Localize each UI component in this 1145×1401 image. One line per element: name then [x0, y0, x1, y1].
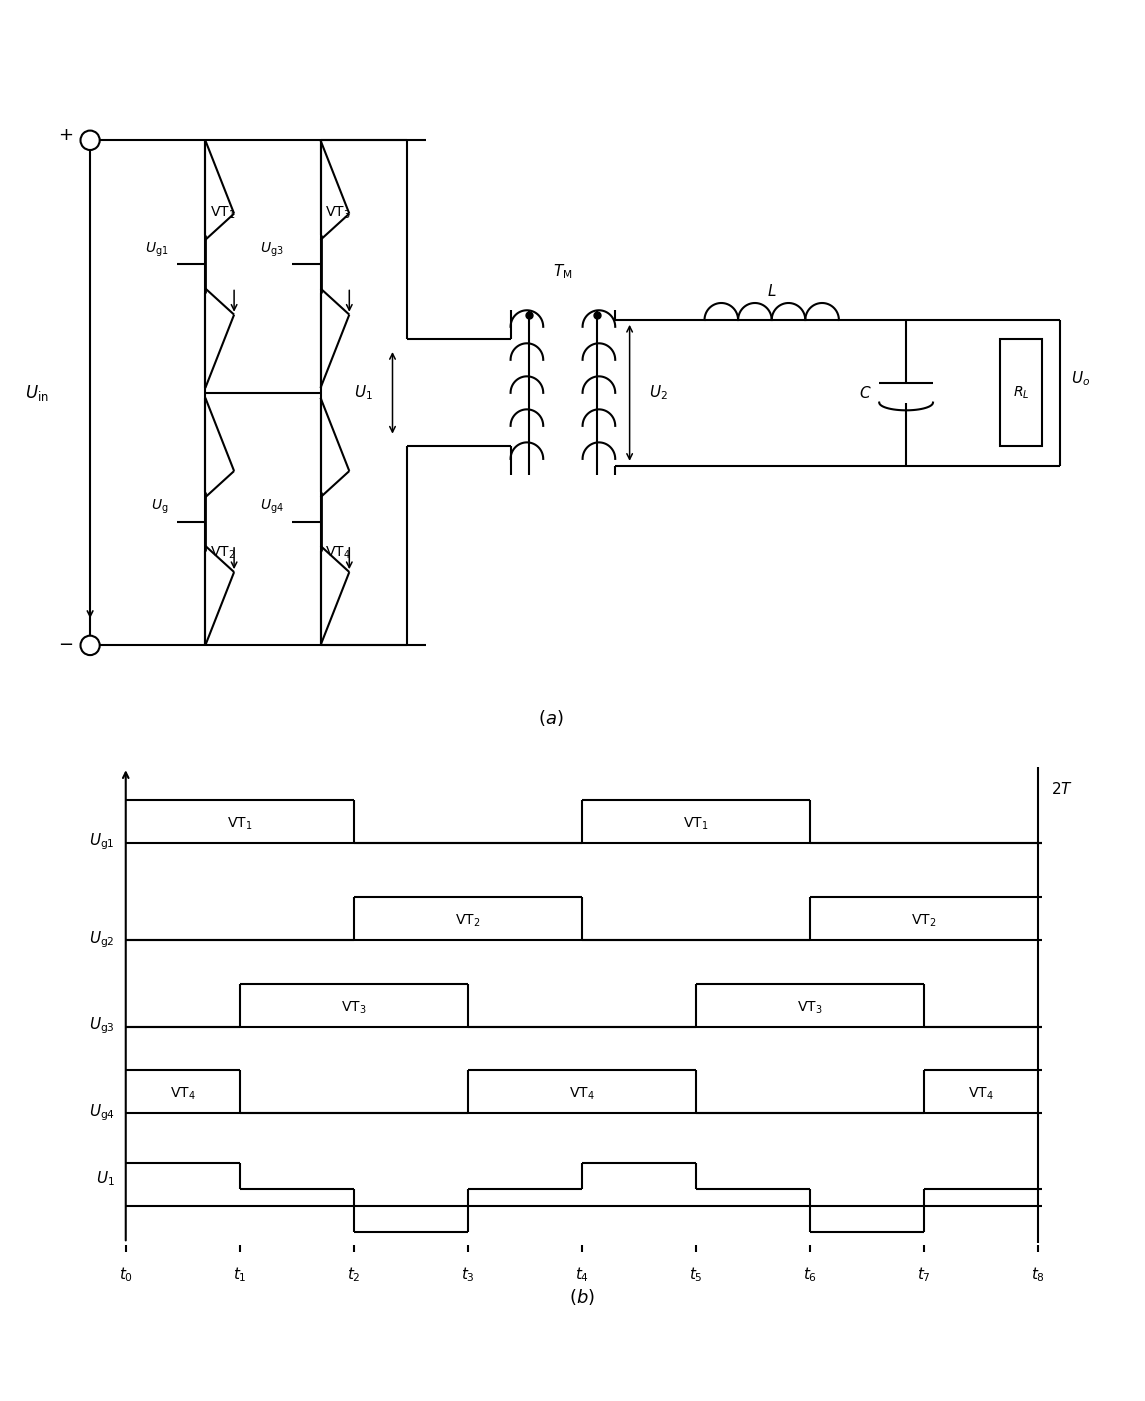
Text: $\mathrm{VT_4}$: $\mathrm{VT_4}$ — [169, 1086, 196, 1103]
Text: $L$: $L$ — [767, 283, 776, 298]
Text: $U_{\rm g1}$: $U_{\rm g1}$ — [145, 241, 168, 259]
Text: $U_1$: $U_1$ — [354, 384, 373, 402]
Text: $\mathrm{VT_3}$: $\mathrm{VT_3}$ — [341, 999, 366, 1016]
Text: $U_{\rm g4}$: $U_{\rm g4}$ — [89, 1103, 114, 1122]
Text: $\mathrm{VT_4}$: $\mathrm{VT_4}$ — [325, 545, 352, 562]
Text: $\mathrm{VT_2}$: $\mathrm{VT_2}$ — [911, 912, 937, 929]
Text: $\mathrm{VT_3}$: $\mathrm{VT_3}$ — [325, 205, 350, 221]
Text: $t_6$: $t_6$ — [803, 1265, 816, 1283]
Text: $U_{\rm g2}$: $U_{\rm g2}$ — [89, 929, 114, 950]
Text: $T_{\rm M}$: $T_{\rm M}$ — [553, 262, 572, 282]
Text: +: + — [58, 126, 73, 144]
FancyBboxPatch shape — [1001, 339, 1042, 447]
Text: $U_{\rm g1}$: $U_{\rm g1}$ — [89, 832, 114, 852]
Text: $2T$: $2T$ — [1051, 780, 1073, 797]
Text: $U_o$: $U_o$ — [1072, 368, 1090, 388]
Text: $U_{\rm g3}$: $U_{\rm g3}$ — [89, 1016, 114, 1037]
Text: $t_0$: $t_0$ — [119, 1265, 133, 1283]
Text: $R_L$: $R_L$ — [1013, 385, 1029, 401]
Text: $U_{\rm in}$: $U_{\rm in}$ — [25, 382, 49, 403]
Text: $U_2$: $U_2$ — [649, 384, 668, 402]
Text: $(a)$: $(a)$ — [538, 709, 563, 729]
Text: $t_2$: $t_2$ — [347, 1265, 361, 1283]
Text: $\mathrm{VT_1}$: $\mathrm{VT_1}$ — [227, 815, 252, 832]
Text: $U_1$: $U_1$ — [96, 1168, 114, 1188]
Text: $\mathrm{VT_3}$: $\mathrm{VT_3}$ — [797, 999, 822, 1016]
Text: $U_{\rm g3}$: $U_{\rm g3}$ — [260, 241, 284, 259]
Text: $U_{\rm g4}$: $U_{\rm g4}$ — [260, 497, 284, 516]
Text: $t_5$: $t_5$ — [689, 1265, 703, 1283]
Text: $\mathrm{VT_4}$: $\mathrm{VT_4}$ — [569, 1086, 594, 1103]
Text: $t_4$: $t_4$ — [575, 1265, 589, 1283]
Text: $\mathrm{VT_1}$: $\mathrm{VT_1}$ — [684, 815, 709, 832]
Text: $U_{\rm g}$: $U_{\rm g}$ — [151, 497, 168, 516]
Text: $\mathrm{VT_1}$: $\mathrm{VT_1}$ — [210, 205, 236, 221]
Text: $t_3$: $t_3$ — [460, 1265, 475, 1283]
Text: $(b)$: $(b)$ — [569, 1288, 594, 1307]
Text: −: − — [58, 636, 73, 654]
Text: $\mathrm{VT_2}$: $\mathrm{VT_2}$ — [455, 912, 481, 929]
Text: $t_8$: $t_8$ — [1030, 1265, 1044, 1283]
Text: $t_7$: $t_7$ — [917, 1265, 931, 1283]
Text: $C$: $C$ — [859, 385, 871, 401]
Text: $\mathrm{VT_2}$: $\mathrm{VT_2}$ — [210, 545, 236, 562]
Text: $t_1$: $t_1$ — [232, 1265, 246, 1283]
Text: $\mathrm{VT_4}$: $\mathrm{VT_4}$ — [968, 1086, 994, 1103]
